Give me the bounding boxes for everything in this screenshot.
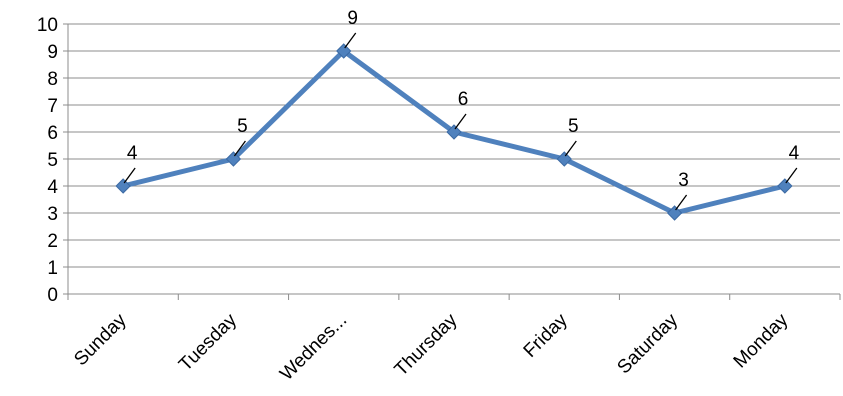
data-label-leader-5 [564, 140, 577, 157]
x-axis [67, 24, 841, 300]
y-tick-label-4: 4 [47, 177, 58, 198]
x-tick-label-7: Monday [730, 309, 793, 372]
y-tick-label-3: 3 [47, 204, 58, 225]
x-tick-label-3: Wednes... [276, 310, 351, 385]
y-axis-tick-labels: 0 1 2 3 4 5 6 7 8 9 10 [37, 15, 68, 306]
x-tick-label-6: Saturday [613, 309, 682, 378]
series-line [115, 43, 793, 221]
data-point-7 [777, 178, 793, 194]
y-tick-label-1: 1 [47, 258, 58, 279]
data-label-leader-4 [454, 113, 467, 130]
data-label-4: 6 [458, 89, 469, 110]
y-tick-label-7: 7 [47, 96, 58, 117]
data-label-leader-2 [233, 140, 246, 157]
data-label-7: 4 [789, 143, 800, 164]
y-tick-label-5: 5 [47, 150, 58, 171]
data-label-leader-7 [785, 167, 798, 184]
data-label-3: 9 [347, 8, 358, 29]
y-tick-label-6: 6 [47, 123, 58, 144]
y-tick-label-10: 10 [37, 15, 58, 36]
data-label-6: 3 [678, 170, 689, 191]
data-label-1: 4 [127, 143, 138, 164]
gridlines [68, 23, 840, 268]
y-tick-label-9: 9 [47, 42, 58, 63]
data-point-5 [556, 151, 572, 167]
data-label-leader-6 [675, 194, 688, 211]
data-labels: 4 5 9 6 5 3 4 [123, 8, 800, 211]
x-tick-label-1: Sunday [70, 309, 131, 370]
data-label-leader-3 [344, 32, 357, 49]
data-point-6 [666, 205, 683, 221]
y-tick-label-8: 8 [47, 69, 58, 90]
data-label-5: 5 [568, 116, 579, 137]
data-label-2: 5 [237, 116, 248, 137]
data-label-leader-1 [123, 167, 136, 184]
x-tick-label-2: Tuesday [175, 309, 241, 375]
data-point-3 [336, 43, 352, 59]
x-tick-label-5: Friday [520, 309, 573, 362]
y-tick-label-2: 2 [47, 231, 58, 252]
data-point-2 [225, 151, 242, 167]
x-axis-tick-labels: Sunday Tuesday Wednes... Thursday Friday Satu… [70, 309, 792, 384]
data-point-4 [446, 124, 462, 140]
data-point-1 [115, 178, 131, 194]
y-tick-label-0: 0 [47, 285, 58, 306]
x-tick-label-4: Thursday [391, 309, 462, 380]
